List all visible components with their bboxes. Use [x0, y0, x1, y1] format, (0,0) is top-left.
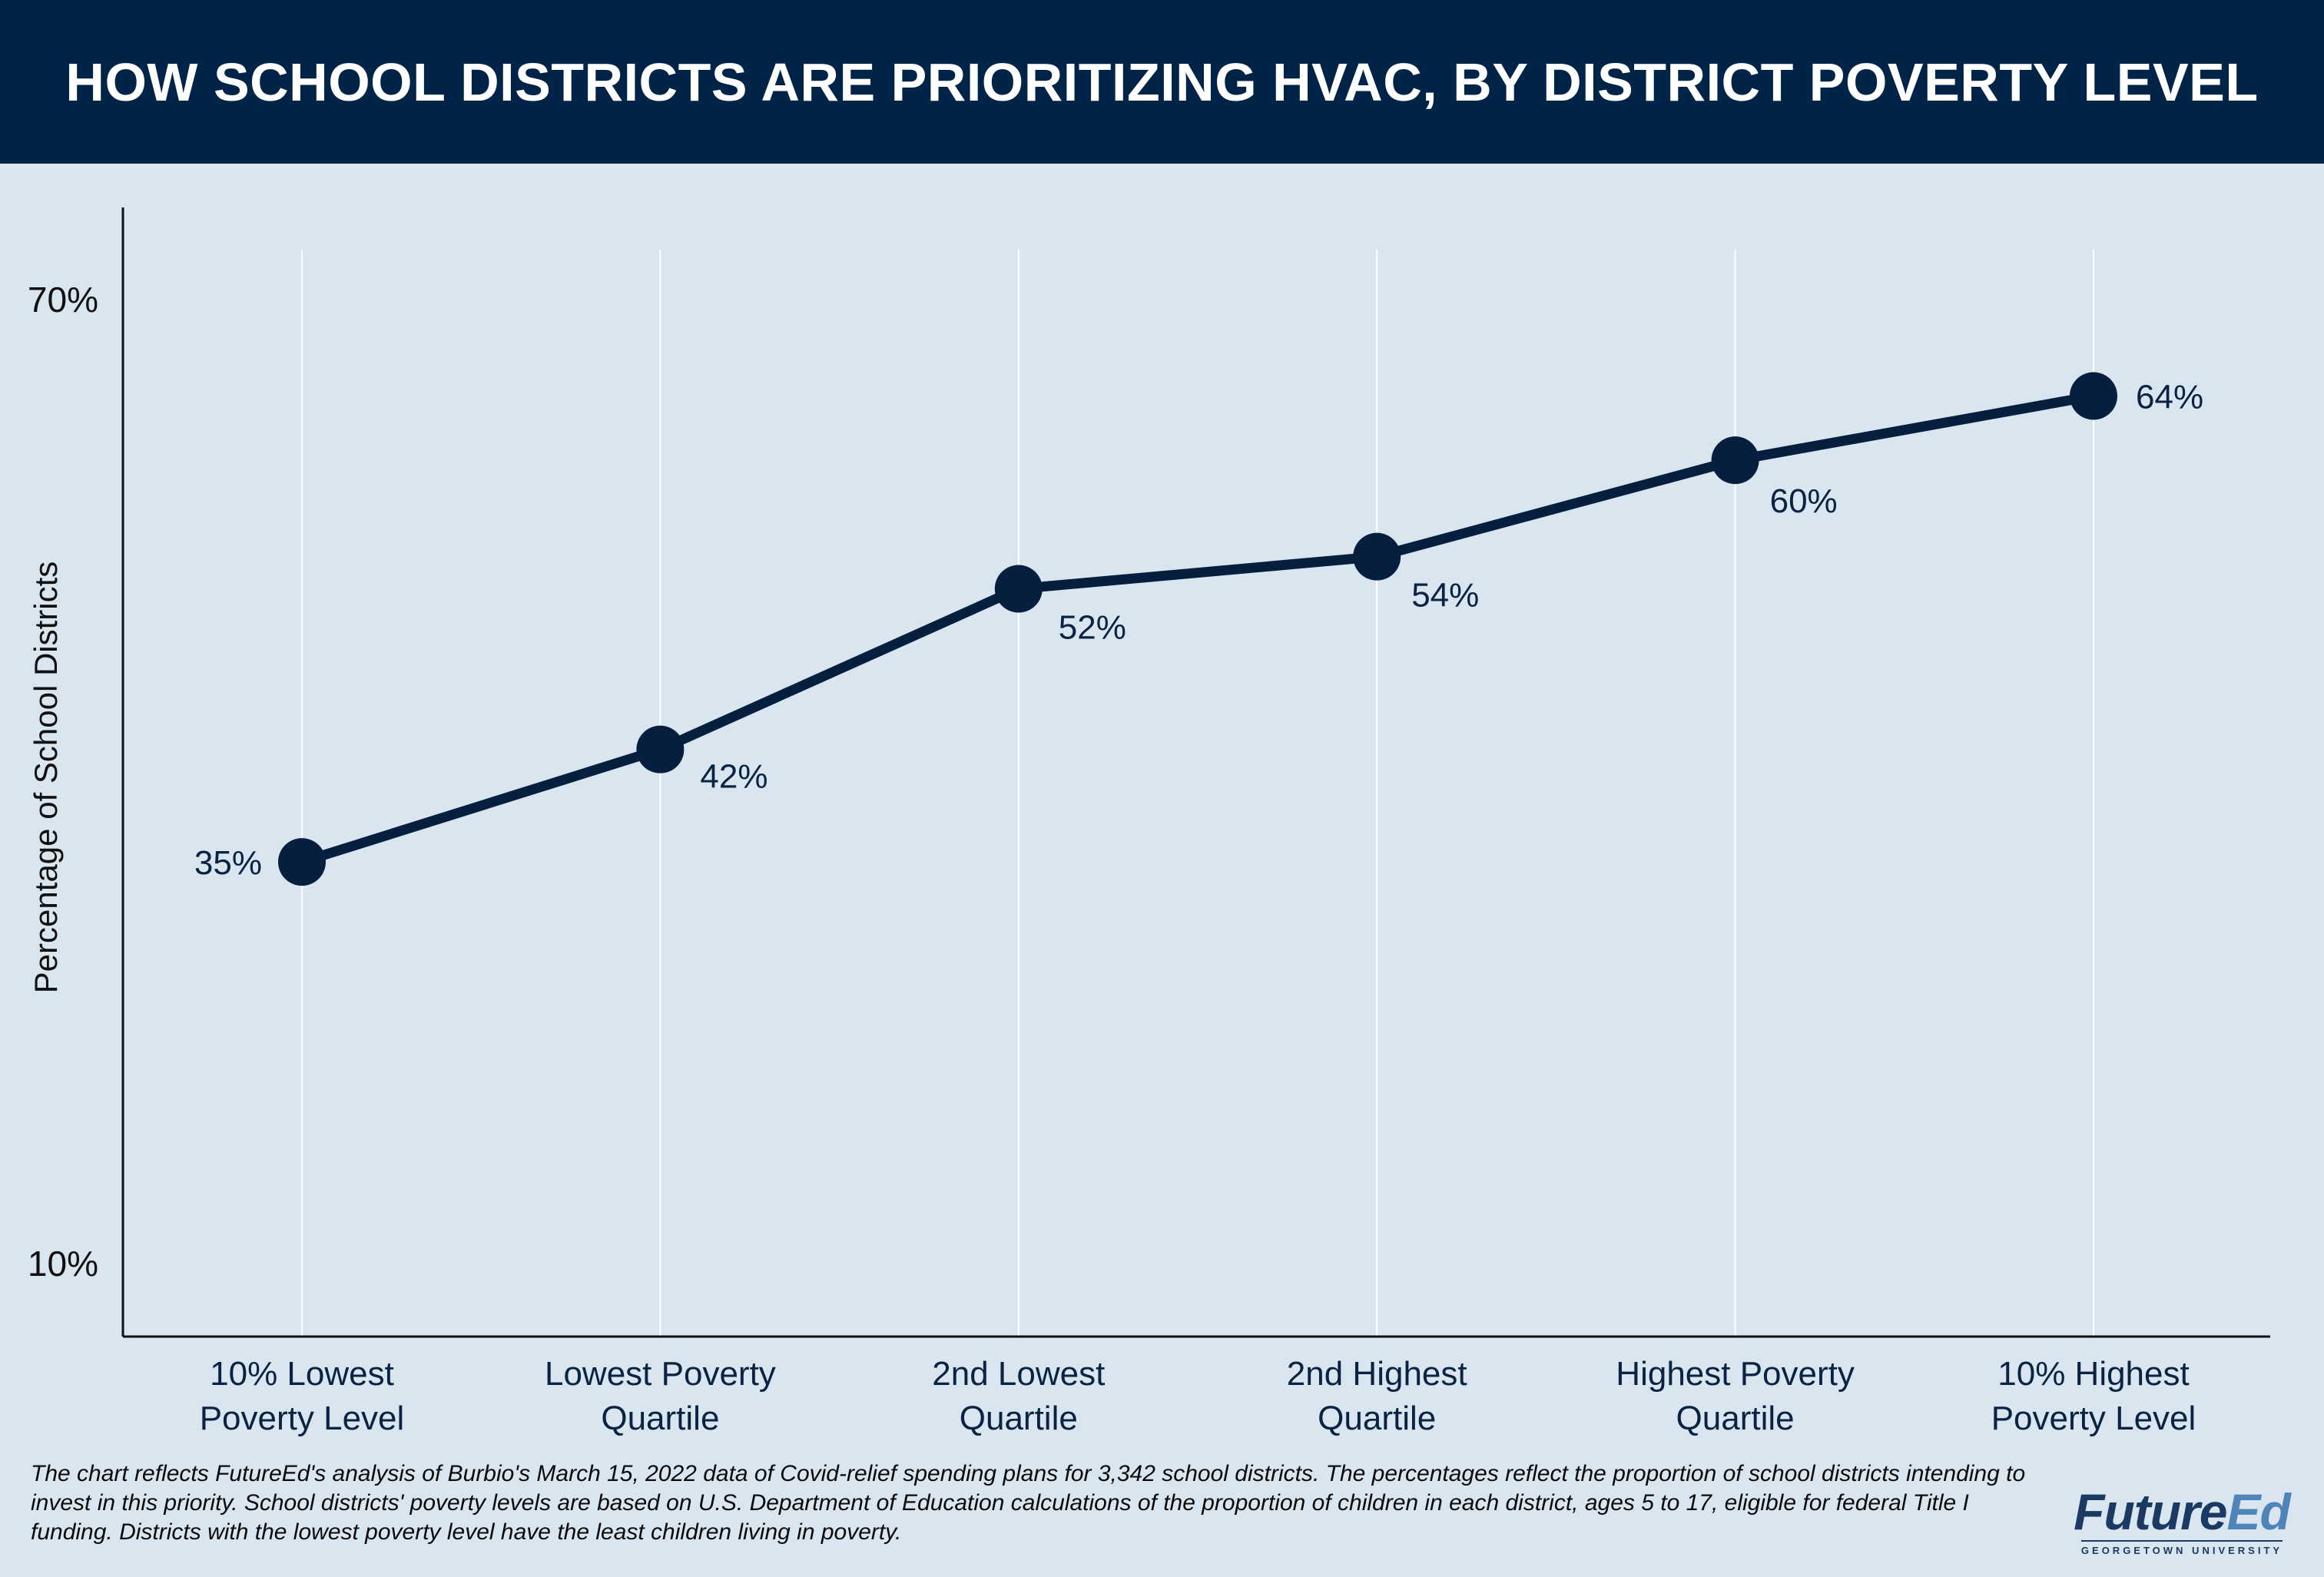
x-tick-label-line: Lowest Poverty	[545, 1355, 776, 1393]
x-tick-label-line: 10% Lowest	[210, 1355, 394, 1393]
logo-subtitle: GEORGETOWN UNIVERSITY	[2080, 1540, 2283, 1556]
x-tick-label: 10% Lowest Poverty Level	[200, 1355, 405, 1437]
line-chart: 35% 42% 52% 54% 60% 64% 70% 10% Percentage of S…	[28, 207, 2270, 1437]
series-line	[297, 391, 2099, 867]
x-tick-label: 2nd Lowest Quartile	[932, 1355, 1105, 1437]
x-tick-label: 2nd Highest Quartile	[1287, 1355, 1467, 1437]
x-tick-label-line: Quartile	[1318, 1400, 1436, 1437]
data-points	[278, 372, 2117, 886]
data-label: 52%	[1059, 609, 1126, 647]
data-point	[2070, 372, 2117, 420]
chart-title-banner: HOW SCHOOL DISTRICTS ARE PRIORITIZING HV…	[0, 0, 2324, 164]
data-point	[1711, 436, 1759, 485]
tick-labels: 70% 10% Percentage of School Districts 10% …	[28, 280, 2196, 1437]
data-point	[636, 725, 685, 774]
series-line-group	[297, 391, 2099, 867]
y-axis-label: Percentage of School Districts	[28, 562, 64, 994]
y-tick-label: 10%	[28, 1244, 98, 1284]
x-tick-label-line: 2nd Lowest	[932, 1355, 1105, 1393]
x-tick-label-line: Poverty Level	[200, 1400, 405, 1437]
chart-title: HOW SCHOOL DISTRICTS ARE PRIORITIZING HV…	[65, 51, 2259, 112]
x-tick-label-line: Highest Poverty	[1616, 1355, 1855, 1393]
x-tick-label-line: Quartile	[601, 1400, 719, 1437]
data-label: 64%	[2136, 379, 2203, 416]
data-point	[1353, 532, 1401, 581]
x-tick-label: 10% Highest Poverty Level	[1991, 1355, 2196, 1437]
data-labels: 35% 42% 52% 54% 60% 64%	[194, 379, 2203, 883]
x-tick-label-line: Poverty Level	[1991, 1400, 2196, 1437]
data-point	[994, 565, 1043, 613]
x-tick-label-line: Quartile	[960, 1400, 1078, 1437]
x-tick-label: Highest Poverty Quartile	[1616, 1355, 1855, 1437]
data-label: 35%	[194, 844, 262, 882]
data-label: 60%	[1770, 482, 1838, 520]
futureed-logo: FutureEd GEORGETOWN UNIVERSITY	[2067, 1486, 2297, 1558]
x-tick-label-line: 10% Highest	[1997, 1355, 2189, 1393]
x-tick-label-line: 2nd Highest	[1287, 1355, 1467, 1393]
x-tick-label-line: Quartile	[1676, 1400, 1795, 1437]
data-point	[278, 838, 326, 886]
data-label: 54%	[1411, 577, 1479, 615]
chart-footnote: The chart reflects FutureEd's analysis o…	[31, 1461, 2026, 1545]
y-tick-label: 70%	[28, 280, 98, 320]
logo-wordmark: FutureEd	[2067, 1486, 2297, 1537]
logo-ed: Ed	[2226, 1483, 2290, 1540]
logo-future: Future	[2074, 1483, 2227, 1540]
axes	[121, 207, 2270, 1338]
x-tick-label: Lowest Poverty Quartile	[545, 1355, 776, 1437]
data-label: 42%	[700, 758, 767, 796]
gridlines	[301, 250, 2094, 1337]
